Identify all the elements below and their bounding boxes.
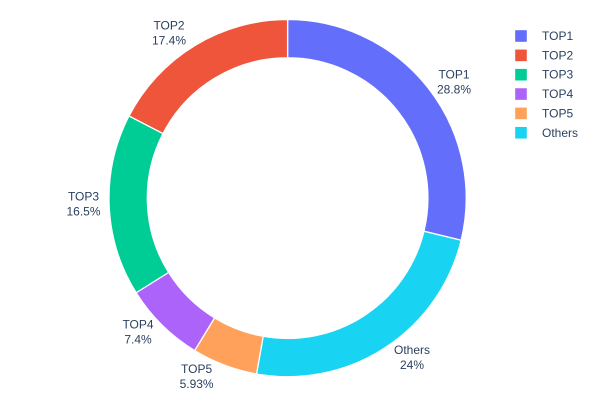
svg-text:TOP1: TOP1 [542, 29, 573, 43]
svg-text:TOP4: TOP4 [542, 87, 573, 101]
svg-text:TOP3: TOP3 [542, 68, 573, 82]
svg-text:TOP2: TOP2 [542, 48, 573, 62]
svg-text:TOP5: TOP5 [542, 106, 573, 120]
svg-text:Others: Others [542, 126, 578, 140]
